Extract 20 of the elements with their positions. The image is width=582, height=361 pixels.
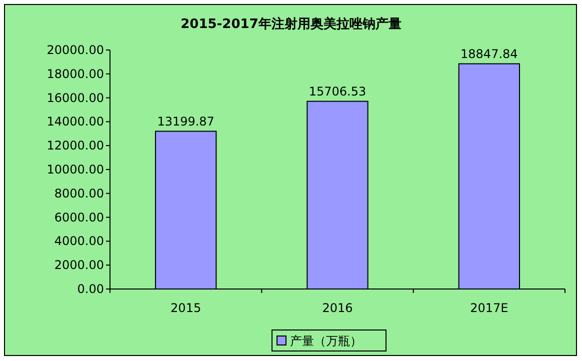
chart-title: 2015-2017年注射用奥美拉唑钠产量: [180, 16, 402, 32]
y-tick-label: 12000.00: [46, 138, 104, 153]
y-tick-label: 6000.00: [54, 210, 104, 224]
x-tick-label: 2017E: [470, 301, 508, 315]
text: 18847.84: [460, 46, 518, 61]
legend-label: 产量（万瓶）: [290, 334, 362, 348]
y-tick-label: 4000.00: [54, 234, 104, 248]
y-tick-label: 16000.00: [46, 90, 104, 105]
y-tick-label: 10000.00: [46, 162, 104, 176]
text: 13199.87: [157, 114, 214, 128]
y-tick-label: 2000.00: [54, 258, 104, 272]
y-tick-label: 18000.00: [46, 66, 104, 81]
y-tick-label: 0.00: [77, 282, 104, 296]
x-tick-label: 2016: [322, 301, 353, 315]
x-tick-label: 2015: [170, 301, 202, 315]
legend: 产量（万瓶）: [272, 330, 386, 352]
y-tick-label: 20000.00: [46, 43, 104, 57]
y-tick-label: 8000.00: [54, 186, 104, 200]
y-tick-label: 14000.00: [46, 114, 104, 129]
text: 15706.53: [308, 84, 366, 98]
